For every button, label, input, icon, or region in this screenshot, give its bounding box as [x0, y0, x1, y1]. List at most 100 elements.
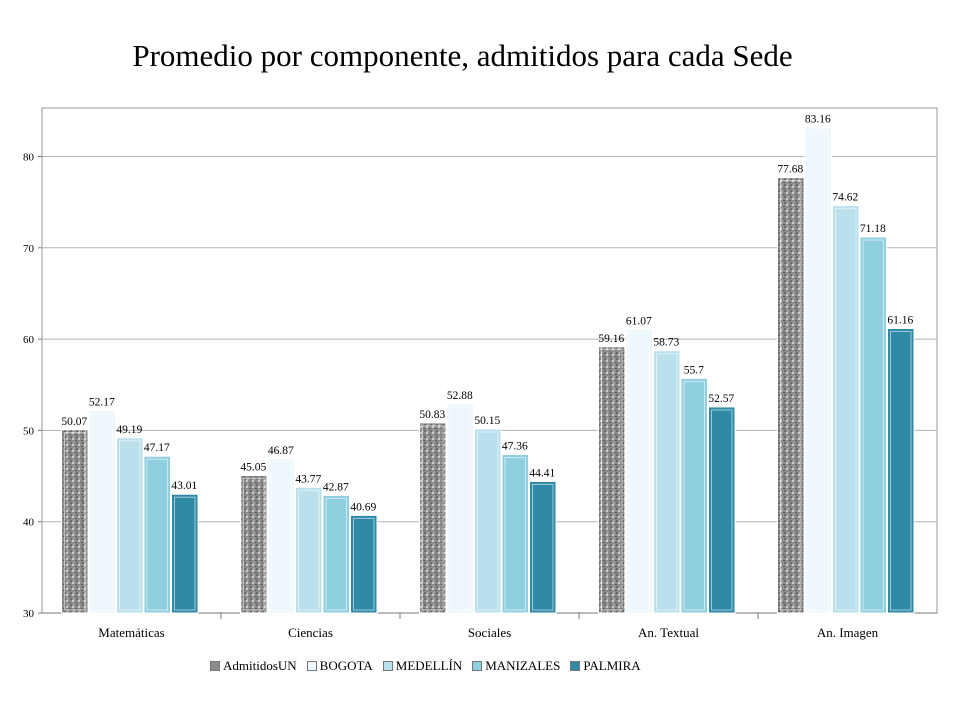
x-tick-label: Sociales [468, 625, 511, 640]
bar-bevel [91, 413, 113, 611]
bar-bevel [532, 483, 554, 611]
y-tick-label: 40 [23, 517, 35, 529]
bar-bevel [64, 432, 86, 611]
y-tick-label: 50 [23, 425, 35, 437]
legend-swatch [306, 661, 317, 671]
y-tick-label: 60 [23, 334, 35, 346]
bar-bevel [504, 457, 526, 611]
legend: AdmitidosUN BOGOTA MEDELLÍN MANIZALES PALMIR… [210, 658, 651, 674]
bar [171, 493, 199, 614]
data-label: 47.36 [502, 441, 528, 453]
bar [143, 455, 171, 614]
y-tick-label: 70 [23, 243, 35, 255]
data-label: 49.19 [116, 424, 142, 436]
bar-bevel [628, 331, 650, 611]
bar [653, 350, 681, 614]
data-label: 44.41 [529, 467, 555, 479]
data-label: 43.01 [171, 480, 197, 492]
bar-bevel [807, 130, 829, 611]
bar-bevel [601, 349, 623, 611]
legend-item: MEDELLÍN [382, 658, 463, 674]
legend-item: BOGOTA [306, 658, 373, 674]
bar [680, 377, 708, 614]
legend-swatch [210, 661, 220, 671]
bar [322, 494, 350, 614]
data-label: 55.7 [684, 364, 704, 376]
x-axis: Matemáticas Ciencias Sociales An. Textual An… [98, 613, 879, 640]
bar [625, 328, 653, 614]
data-label: 61.07 [626, 315, 652, 327]
data-label: 40.69 [350, 501, 376, 513]
bar [804, 127, 832, 614]
data-label: 58.73 [653, 337, 679, 349]
data-label: 71.18 [860, 223, 886, 235]
bar-bevel [835, 208, 857, 611]
bar-bevel [146, 458, 168, 611]
chart-title: Promedio por componente, admitidos para … [132, 38, 793, 73]
bar-bevel [422, 425, 444, 611]
legend-label: MANIZALES [485, 658, 561, 673]
data-label: 43.77 [295, 473, 321, 485]
bar-bevel [477, 431, 499, 611]
legend-item: AdmitidosUN [210, 658, 297, 674]
bar [88, 410, 116, 614]
x-tick-label: Ciencias [288, 625, 333, 640]
bar-bevel [298, 489, 320, 611]
data-label: 52.17 [89, 397, 115, 409]
legend-label: BOGOTA [319, 658, 373, 673]
y-tick-label: 80 [23, 152, 35, 164]
data-label: 50.83 [419, 409, 445, 421]
legend-label: PALMIRA [583, 658, 641, 673]
data-label: 47.17 [144, 442, 170, 454]
bar [419, 422, 447, 614]
bar [116, 437, 144, 614]
legend-item: MANIZALES [472, 658, 560, 674]
data-label: 61.16 [887, 315, 913, 327]
bar [295, 486, 323, 614]
data-label: 42.87 [323, 481, 349, 493]
data-label: 83.16 [805, 114, 831, 126]
bar-bevel [683, 380, 705, 611]
bar-bevel [449, 406, 471, 611]
bar [501, 454, 529, 614]
legend-label: AdmitidosUN [223, 658, 297, 673]
bar-bevel [174, 496, 196, 611]
bar [240, 475, 268, 614]
bar [887, 328, 915, 614]
legend-label: MEDELLÍN [395, 658, 463, 673]
bar-bevel [780, 180, 802, 611]
bar-bevel [243, 478, 265, 611]
bar-bevel [353, 517, 375, 611]
x-tick-label: An. Textual [638, 625, 699, 640]
bar-bevel [711, 409, 733, 611]
data-label: 50.15 [474, 415, 500, 427]
bar [598, 346, 626, 614]
bar-bevel [890, 331, 912, 611]
legend-swatch [382, 661, 393, 671]
bar [708, 406, 736, 614]
bar [350, 514, 378, 614]
legend-swatch [570, 661, 581, 671]
data-label: 46.87 [268, 445, 294, 457]
y-tick-label: 30 [23, 608, 35, 620]
bar [777, 177, 805, 614]
bar [446, 403, 474, 614]
data-label: 50.07 [61, 416, 87, 428]
bar [832, 205, 860, 614]
bar [529, 480, 557, 614]
legend-swatch [472, 661, 483, 671]
data-label: 45.05 [240, 462, 266, 474]
bar [859, 236, 887, 614]
data-label: 59.16 [598, 333, 624, 345]
data-label: 52.88 [447, 390, 473, 402]
data-label: 77.68 [777, 164, 803, 176]
bar [267, 458, 295, 614]
bar [61, 429, 89, 614]
bars [61, 127, 915, 614]
bar-bevel [119, 440, 141, 611]
data-label: 74.62 [832, 192, 858, 204]
data-label: 52.57 [708, 393, 734, 405]
bar-bevel [862, 239, 884, 611]
